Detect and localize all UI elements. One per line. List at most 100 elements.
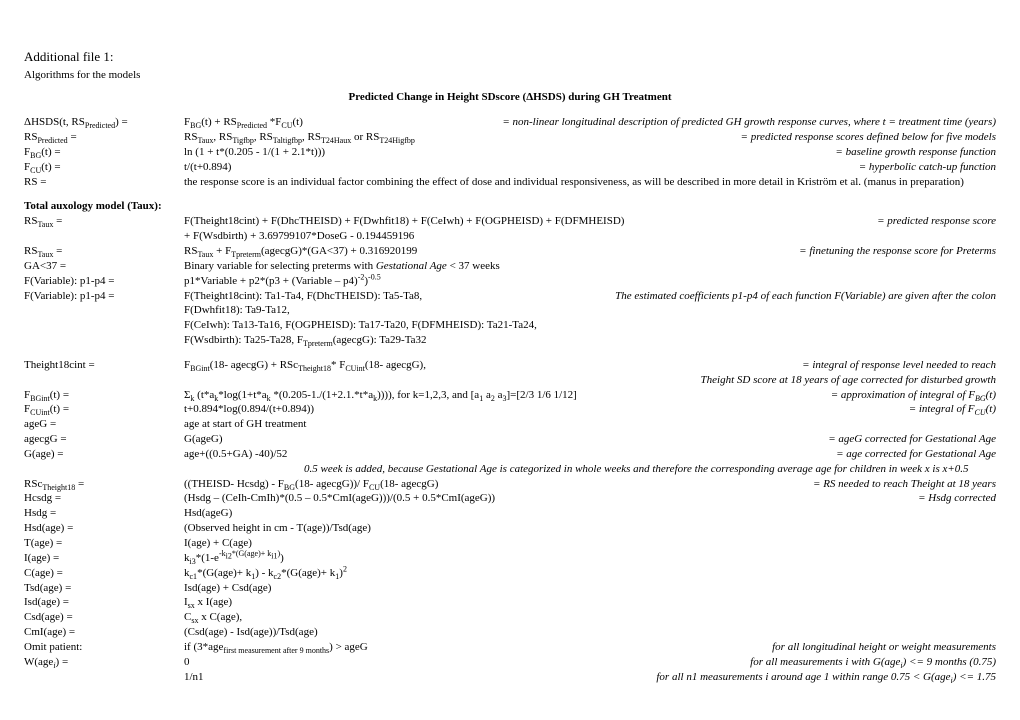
def-term: Omit patient: bbox=[24, 640, 184, 655]
def-expression: ((THEISD- Hcsdg) - FBG(18- agecgG))/ FCU… bbox=[184, 477, 636, 492]
definition-row: agecgG =G(ageG)= ageG corrected for Gest… bbox=[24, 432, 996, 447]
def-term: F(Variable): p1-p4 = bbox=[24, 289, 184, 319]
definitions-block-1: ΔHSDS(t, RSPredicted) =FBG(t) + RSPredic… bbox=[24, 115, 996, 174]
definition-row: Hcsdg =(Hsdg – (CeIh-CmIh)*(0.5 – 0.5*Cm… bbox=[24, 491, 996, 506]
section-title: Predicted Change in Height SDscore (ΔHSD… bbox=[24, 90, 996, 105]
def-term: FCUint(t) = bbox=[24, 402, 184, 417]
def-term: CmI(age) = bbox=[24, 625, 184, 640]
def-explanation bbox=[636, 318, 996, 333]
def-expression: p1*Variable + p2*(p3 + (Variable – p4)-2… bbox=[184, 274, 636, 289]
rs-text: the response score is an individual fact… bbox=[184, 175, 996, 190]
def-expression: Hsd(ageG) bbox=[184, 506, 636, 521]
def-term bbox=[24, 318, 184, 333]
def-term: Tsd(age) = bbox=[24, 581, 184, 596]
def-explanation: = predicted response scores defined belo… bbox=[636, 130, 996, 145]
definition-row: Tsd(age) =Isd(age) + Csd(age) bbox=[24, 581, 996, 596]
definition-row: T(age) =I(age) + C(age) bbox=[24, 536, 996, 551]
def-term: Hsd(age) = bbox=[24, 521, 184, 536]
def-explanation: Theight SD score at 18 years of age corr… bbox=[436, 373, 996, 388]
doc-subtitle: Algorithms for the models bbox=[24, 68, 996, 83]
def-term bbox=[24, 670, 184, 685]
def-term: W(agei) = bbox=[24, 655, 184, 670]
def-expression: FBG(t) + RSPredicted *FCU(t) bbox=[184, 115, 436, 130]
def-term: ageG = bbox=[24, 417, 184, 432]
def-term: C(age) = bbox=[24, 566, 184, 581]
definition-row: ΔHSDS(t, RSPredicted) =FBG(t) + RSPredic… bbox=[24, 115, 996, 130]
def-explanation: = age corrected for Gestational Age bbox=[636, 447, 996, 462]
def-explanation bbox=[636, 259, 996, 274]
def-expression: F(CeIwh): Ta13-Ta16, F(OGPHEISD): Ta17-T… bbox=[184, 318, 636, 333]
def-expression: if (3*agefirst measurement after 9 month… bbox=[184, 640, 636, 655]
def-expression: Σk (t*ak*log(1+t*ak *(0.205-1./(1+2.1.*t… bbox=[184, 388, 636, 403]
def-expression bbox=[184, 373, 436, 388]
def-explanation bbox=[636, 551, 996, 566]
def-explanation bbox=[636, 274, 996, 289]
def-explanation bbox=[636, 506, 996, 521]
ga-note: 0.5 week is added, because Gestational A… bbox=[24, 462, 996, 477]
def-expression: (Hsdg – (CeIh-CmIh)*(0.5 – 0.5*CmI(ageG)… bbox=[184, 491, 636, 506]
def-expression: Isd(age) + Csd(age) bbox=[184, 581, 636, 596]
def-explanation: = approximation of integral of FBG(t) bbox=[636, 388, 996, 403]
def-explanation: = finetuning the response score for Pret… bbox=[636, 244, 996, 259]
def-explanation bbox=[636, 417, 996, 432]
def-explanation: The estimated coefficients p1-p4 of each… bbox=[436, 289, 996, 319]
definition-row: RSPredicted =RSTaux, RSTigfbp, RSTaltigf… bbox=[24, 130, 996, 145]
def-expression: ki3*(1-e-ki2*(G(age)+ ki1)) bbox=[184, 551, 636, 566]
def-explanation bbox=[636, 566, 996, 581]
def-term: RSTaux = bbox=[24, 244, 184, 259]
def-term: Hsdg = bbox=[24, 506, 184, 521]
def-expression: age+((0.5+GA) -40)/52 bbox=[184, 447, 636, 462]
def-expression: age at start of GH treatment bbox=[184, 417, 636, 432]
def-term: FBG(t) = bbox=[24, 145, 184, 160]
def-explanation: = integral of response level needed to r… bbox=[636, 358, 996, 373]
def-term: F(Variable): p1-p4 = bbox=[24, 274, 184, 289]
definition-row: ageG =age at start of GH treatment bbox=[24, 417, 996, 432]
definition-row: G(age) =age+((0.5+GA) -40)/52= age corre… bbox=[24, 447, 996, 462]
definition-row: F(Variable): p1-p4 =F(Theight18cint): Ta… bbox=[24, 289, 996, 319]
def-explanation bbox=[636, 625, 996, 640]
def-explanation bbox=[636, 333, 996, 348]
def-explanation: for all longitudinal height or weight me… bbox=[636, 640, 996, 655]
definition-row: Csd(age) =Csx x C(age), bbox=[24, 610, 996, 625]
def-expression: Isx x I(age) bbox=[184, 595, 636, 610]
definitions-block-2: RSTaux =F(Theight18cint) + F(DhcTHEISD) … bbox=[24, 214, 996, 348]
def-explanation: = integral of FCU(t) bbox=[636, 402, 996, 417]
def-explanation: for all measurements i with G(agei) <= 9… bbox=[636, 655, 996, 670]
def-term: Isd(age) = bbox=[24, 595, 184, 610]
def-term: Theight18cint = bbox=[24, 358, 184, 373]
def-expression: kc1*(G(age)+ k1) - kc2*(G(age)+ k1)2 bbox=[184, 566, 636, 581]
definition-row: FCUint(t) =t+0.894*log(0.894/(t+0.894))=… bbox=[24, 402, 996, 417]
def-term: RScTheight18 = bbox=[24, 477, 184, 492]
def-expression: t+0.894*log(0.894/(t+0.894)) bbox=[184, 402, 636, 417]
def-explanation bbox=[636, 536, 996, 551]
def-explanation bbox=[636, 610, 996, 625]
def-term bbox=[24, 333, 184, 348]
def-term: GA<37 = bbox=[24, 259, 184, 274]
def-expression: RSTaux + FTpreterm(agecgG)*(GA<37) + 0.3… bbox=[184, 244, 636, 259]
def-term: FCU(t) = bbox=[24, 160, 184, 175]
definition-row: Hsd(age) =(Observed height in cm - T(age… bbox=[24, 521, 996, 536]
def-expression: 1/n1 bbox=[184, 670, 636, 685]
definition-row: CmI(age) =(Csd(age) - Isd(age))/Tsd(age) bbox=[24, 625, 996, 640]
definition-row: Hsdg =Hsd(ageG) bbox=[24, 506, 996, 521]
definition-row: Omit patient:if (3*agefirst measurement … bbox=[24, 640, 996, 655]
def-term: T(age) = bbox=[24, 536, 184, 551]
definition-row: F(Wsdbirth): Ta25-Ta28, FTpreterm(agecgG… bbox=[24, 333, 996, 348]
rs-row: RS = the response score is an individual… bbox=[24, 175, 996, 190]
def-term: Hcsdg = bbox=[24, 491, 184, 506]
def-expression: FBGint(18- agecgG) + RScTheight18* FCUin… bbox=[184, 358, 636, 373]
definition-row: RSTaux =RSTaux + FTpreterm(agecgG)*(GA<3… bbox=[24, 244, 996, 259]
def-expression: RSTaux, RSTigfbp, RSTaltigfbp, RST24Haux… bbox=[184, 130, 636, 145]
def-expression: Binary variable for selecting preterms w… bbox=[184, 259, 636, 274]
def-explanation bbox=[636, 581, 996, 596]
definition-row: F(CeIwh): Ta13-Ta16, F(OGPHEISD): Ta17-T… bbox=[24, 318, 996, 333]
def-expression: 0 bbox=[184, 655, 636, 670]
def-expression: t/(t+0.894) bbox=[184, 160, 636, 175]
definition-row: Theight SD score at 18 years of age corr… bbox=[24, 373, 996, 388]
definition-row: 1/n1for all n1 measurements i around age… bbox=[24, 670, 996, 685]
def-explanation: = baseline growth response function bbox=[636, 145, 996, 160]
definition-row: GA<37 =Binary variable for selecting pre… bbox=[24, 259, 996, 274]
definition-row: RScTheight18 =((THEISD- Hcsdg) - FBG(18-… bbox=[24, 477, 996, 492]
def-expression: F(Wsdbirth): Ta25-Ta28, FTpreterm(agecgG… bbox=[184, 333, 636, 348]
definition-row: I(age) =ki3*(1-e-ki2*(G(age)+ ki1)) bbox=[24, 551, 996, 566]
